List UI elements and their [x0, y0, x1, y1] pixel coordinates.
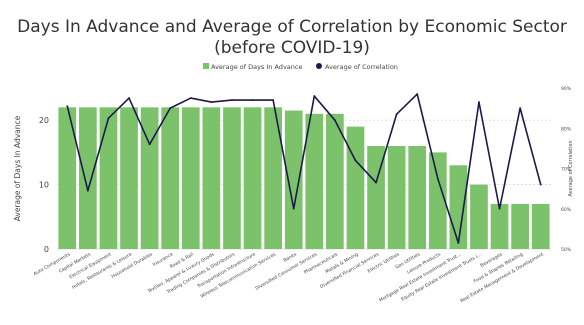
x-tick-label: Banks	[283, 251, 299, 263]
line-point	[292, 207, 295, 210]
line-point	[375, 181, 377, 184]
line-point	[86, 189, 89, 192]
y-tick-label: 10	[39, 181, 49, 190]
y2-tick-label: 60%	[561, 207, 572, 213]
bar	[79, 107, 97, 249]
bar	[531, 203, 550, 249]
y-tick-label: 0	[44, 245, 49, 254]
line-point	[457, 242, 460, 244]
line-point	[169, 107, 172, 110]
gridlines	[57, 119, 551, 250]
y2-tick-label: 90%	[561, 86, 572, 92]
legend: Average of Days In Advance Average of Co…	[203, 63, 398, 71]
chart-subtitle: (before COVID-19)	[214, 38, 370, 58]
line-point	[66, 105, 69, 108]
y2-tick-label: 80%	[561, 126, 572, 132]
bar	[243, 107, 262, 249]
bar	[140, 107, 159, 249]
line-point	[272, 99, 275, 101]
bar	[387, 145, 406, 249]
correlation-line	[66, 93, 542, 244]
line-point	[498, 207, 501, 210]
line-point	[189, 97, 192, 99]
bar	[99, 107, 118, 249]
bar	[367, 145, 385, 249]
line-point	[416, 93, 419, 95]
bar	[326, 113, 344, 249]
bar	[181, 107, 200, 249]
bar	[408, 145, 427, 249]
line-point	[519, 107, 522, 110]
line-point	[231, 99, 233, 101]
bar	[264, 107, 282, 249]
line-point	[395, 113, 398, 116]
bar	[284, 110, 303, 249]
chart-title: Days In Advance and Average of Correlati…	[17, 17, 567, 37]
bar	[202, 107, 221, 249]
line-point	[107, 117, 110, 120]
y2-axis-label: Average of Correlation	[568, 140, 574, 196]
bar	[223, 107, 241, 249]
bar	[490, 203, 509, 249]
line-point	[478, 101, 480, 103]
line-series	[66, 93, 542, 244]
legend-bar-label: Average of Days In Advance	[211, 63, 302, 71]
bar	[470, 184, 488, 249]
y-axis-ticks: 0 10 20	[39, 116, 49, 254]
x-tick-label: Pharmaceuticals	[303, 251, 339, 275]
bar	[511, 203, 529, 249]
bar	[346, 126, 365, 249]
bar	[449, 165, 468, 249]
bar	[305, 113, 324, 249]
bar	[120, 107, 138, 249]
bar	[161, 107, 180, 249]
line-point	[210, 101, 213, 103]
x-tick-label: Auto Components	[33, 251, 72, 277]
y2-axis-ticks: 50% 60% 70% 80% 90%	[561, 86, 572, 253]
y2-tick-label: 70%	[561, 167, 572, 173]
line-point	[436, 177, 439, 180]
line-point	[539, 183, 542, 186]
y-axis-label: Average of Days In Advance	[13, 115, 22, 221]
line-point	[354, 159, 357, 162]
bar	[58, 107, 77, 249]
legend-bar-swatch	[203, 63, 209, 69]
line-point	[333, 119, 336, 122]
line-point	[128, 97, 130, 99]
legend-line-label: Average of Correlation	[325, 63, 398, 71]
line-point	[148, 143, 151, 146]
y-tick-label: 20	[39, 116, 49, 125]
bar-series	[58, 107, 550, 249]
bar	[428, 152, 447, 249]
line-point	[251, 99, 254, 101]
y2-tick-label: 50%	[561, 247, 572, 253]
legend-line-swatch	[316, 63, 322, 69]
line-point	[313, 95, 316, 97]
